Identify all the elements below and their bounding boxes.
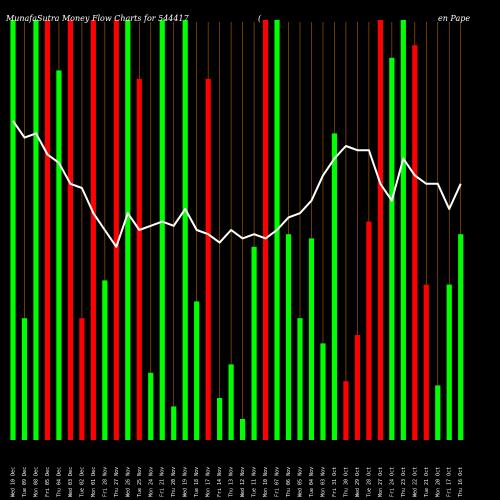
x-tick-label: Thu 06 Nov: [286, 467, 292, 497]
x-tick-label: Thu 30 Oct: [343, 467, 349, 497]
x-tick-label: Tue 11 Nov: [252, 467, 258, 497]
money-flow-bar: [389, 57, 395, 441]
money-flow-bar: [354, 335, 360, 440]
money-flow-bar: [331, 133, 338, 440]
chart-title-paren: (: [258, 14, 262, 23]
x-tick-label: Tue 28 Oct: [366, 467, 372, 497]
money-flow-bar: [21, 318, 28, 440]
x-tick-label: Tue 21 Oct: [424, 467, 430, 497]
money-flow-bar: [297, 318, 303, 440]
money-flow-bar: [377, 20, 383, 440]
x-tick-label: Fri 17 Oct: [447, 467, 453, 497]
x-tick-label: Thu 27 Nov: [114, 467, 120, 497]
x-tick-label: Tue 04 Nov: [309, 467, 315, 497]
money-flow-bar: [67, 20, 73, 440]
bars: [10, 20, 464, 441]
x-tick-label: Tue 09 Dec: [22, 467, 28, 497]
money-flow-bar: [90, 20, 96, 440]
x-tick-label: Wed 26 Nov: [125, 467, 131, 497]
money-flow-bar: [435, 385, 441, 440]
x-tick-label: Fri 21 Nov: [160, 467, 166, 497]
money-flow-bar: [171, 406, 177, 440]
x-tick-label: Tue 02 Dec: [79, 467, 85, 497]
x-tick-labels: Wed 10 Dec Tue 09 Dec Mon 08 Dec Fri 05 Dec…: [11, 467, 465, 497]
money-flow-bar: [194, 301, 200, 440]
money-flow-bar: [125, 20, 131, 440]
money-flow-bar: [113, 20, 119, 440]
chart-title: MunafaSutra Money Flow Charts for 544417: [5, 14, 190, 23]
money-flow-bar: [159, 20, 165, 440]
chart-title-suffix: en Pape: [438, 14, 470, 23]
money-flow-line-path: [12, 120, 462, 248]
x-tick-label: Thu 23 Oct: [401, 467, 407, 497]
x-tick-label: Mon 08 Dec: [33, 467, 39, 497]
money-flow-bar: [205, 78, 211, 441]
x-tick-label: Mon 27 Oct: [378, 467, 384, 497]
x-tick-label: Fri 14 Nov: [217, 467, 223, 497]
money-flow-bar: [423, 284, 429, 440]
x-tick-label: Wed 05 Nov: [298, 467, 304, 497]
x-tick-label: Wed 12 Nov: [240, 467, 246, 497]
money-flow-bar: [251, 246, 257, 440]
money-flow-bar: [182, 20, 188, 440]
money-flow-bar: [400, 20, 406, 440]
money-flow-bar: [44, 20, 51, 440]
x-tick-label: Mon 20 Oct: [435, 467, 441, 497]
x-tick-label: Tue 25 Nov: [137, 467, 143, 497]
money-flow-bar: [412, 45, 418, 440]
money-flow-bar: [56, 70, 62, 441]
x-tick-label: Mon 01 Dec: [91, 467, 97, 497]
x-tick-label: Wed 22 Oct: [412, 467, 418, 497]
money-flow-bar: [308, 238, 315, 440]
x-tick-label: Thu 04 Dec: [56, 467, 62, 497]
x-tick-label: Fri 28 Nov: [102, 467, 108, 497]
money-flow-bar: [285, 234, 292, 440]
money-flow-bar: [148, 372, 154, 440]
money-flow-bar: [79, 318, 85, 440]
money-flow-bar: [458, 234, 464, 440]
money-flow-bar: [240, 419, 246, 440]
x-tick-label: Fri 05 Dec: [45, 467, 51, 497]
x-tick-label: Wed 29 Oct: [355, 467, 361, 497]
x-tick-label: Mon 10 Nov: [263, 467, 269, 497]
x-tick-label: Wed 19 Nov: [183, 467, 189, 497]
money-flow-bar: [33, 20, 39, 440]
money-flow-bar: [102, 280, 108, 440]
x-tick-label: Fri 07 Nov: [275, 467, 281, 497]
money-flow-bar: [262, 20, 269, 440]
x-tick-label: Thu 16 Oct: [458, 467, 464, 497]
x-tick-label: Wed 03 Dec: [68, 467, 74, 497]
money-flow-bar: [446, 284, 452, 440]
money-flow-line: [12, 120, 462, 248]
x-tick-label: Thu 20 Nov: [171, 467, 177, 497]
money-flow-bar: [320, 343, 326, 440]
x-tick-label: Mon 17 Nov: [206, 467, 212, 497]
x-tick-label: Mon 24 Nov: [148, 467, 154, 497]
x-tick-label: Mon 03 Nov: [320, 467, 326, 497]
money-flow-bar: [217, 398, 223, 440]
x-tick-label: Fri 24 Oct: [389, 467, 395, 497]
x-tick-label: Wed 10 Dec: [11, 467, 17, 497]
money-flow-bar: [343, 381, 349, 440]
money-flow-bar: [136, 78, 142, 441]
money-flow-bar: [10, 20, 16, 440]
x-tick-label: Thu 13 Nov: [229, 467, 235, 497]
x-tick-label: Tue 18 Nov: [194, 467, 200, 497]
money-flow-bar: [366, 221, 372, 440]
x-tick-label: Fri 31 Oct: [332, 467, 338, 497]
money-flow-bar: [228, 364, 234, 440]
